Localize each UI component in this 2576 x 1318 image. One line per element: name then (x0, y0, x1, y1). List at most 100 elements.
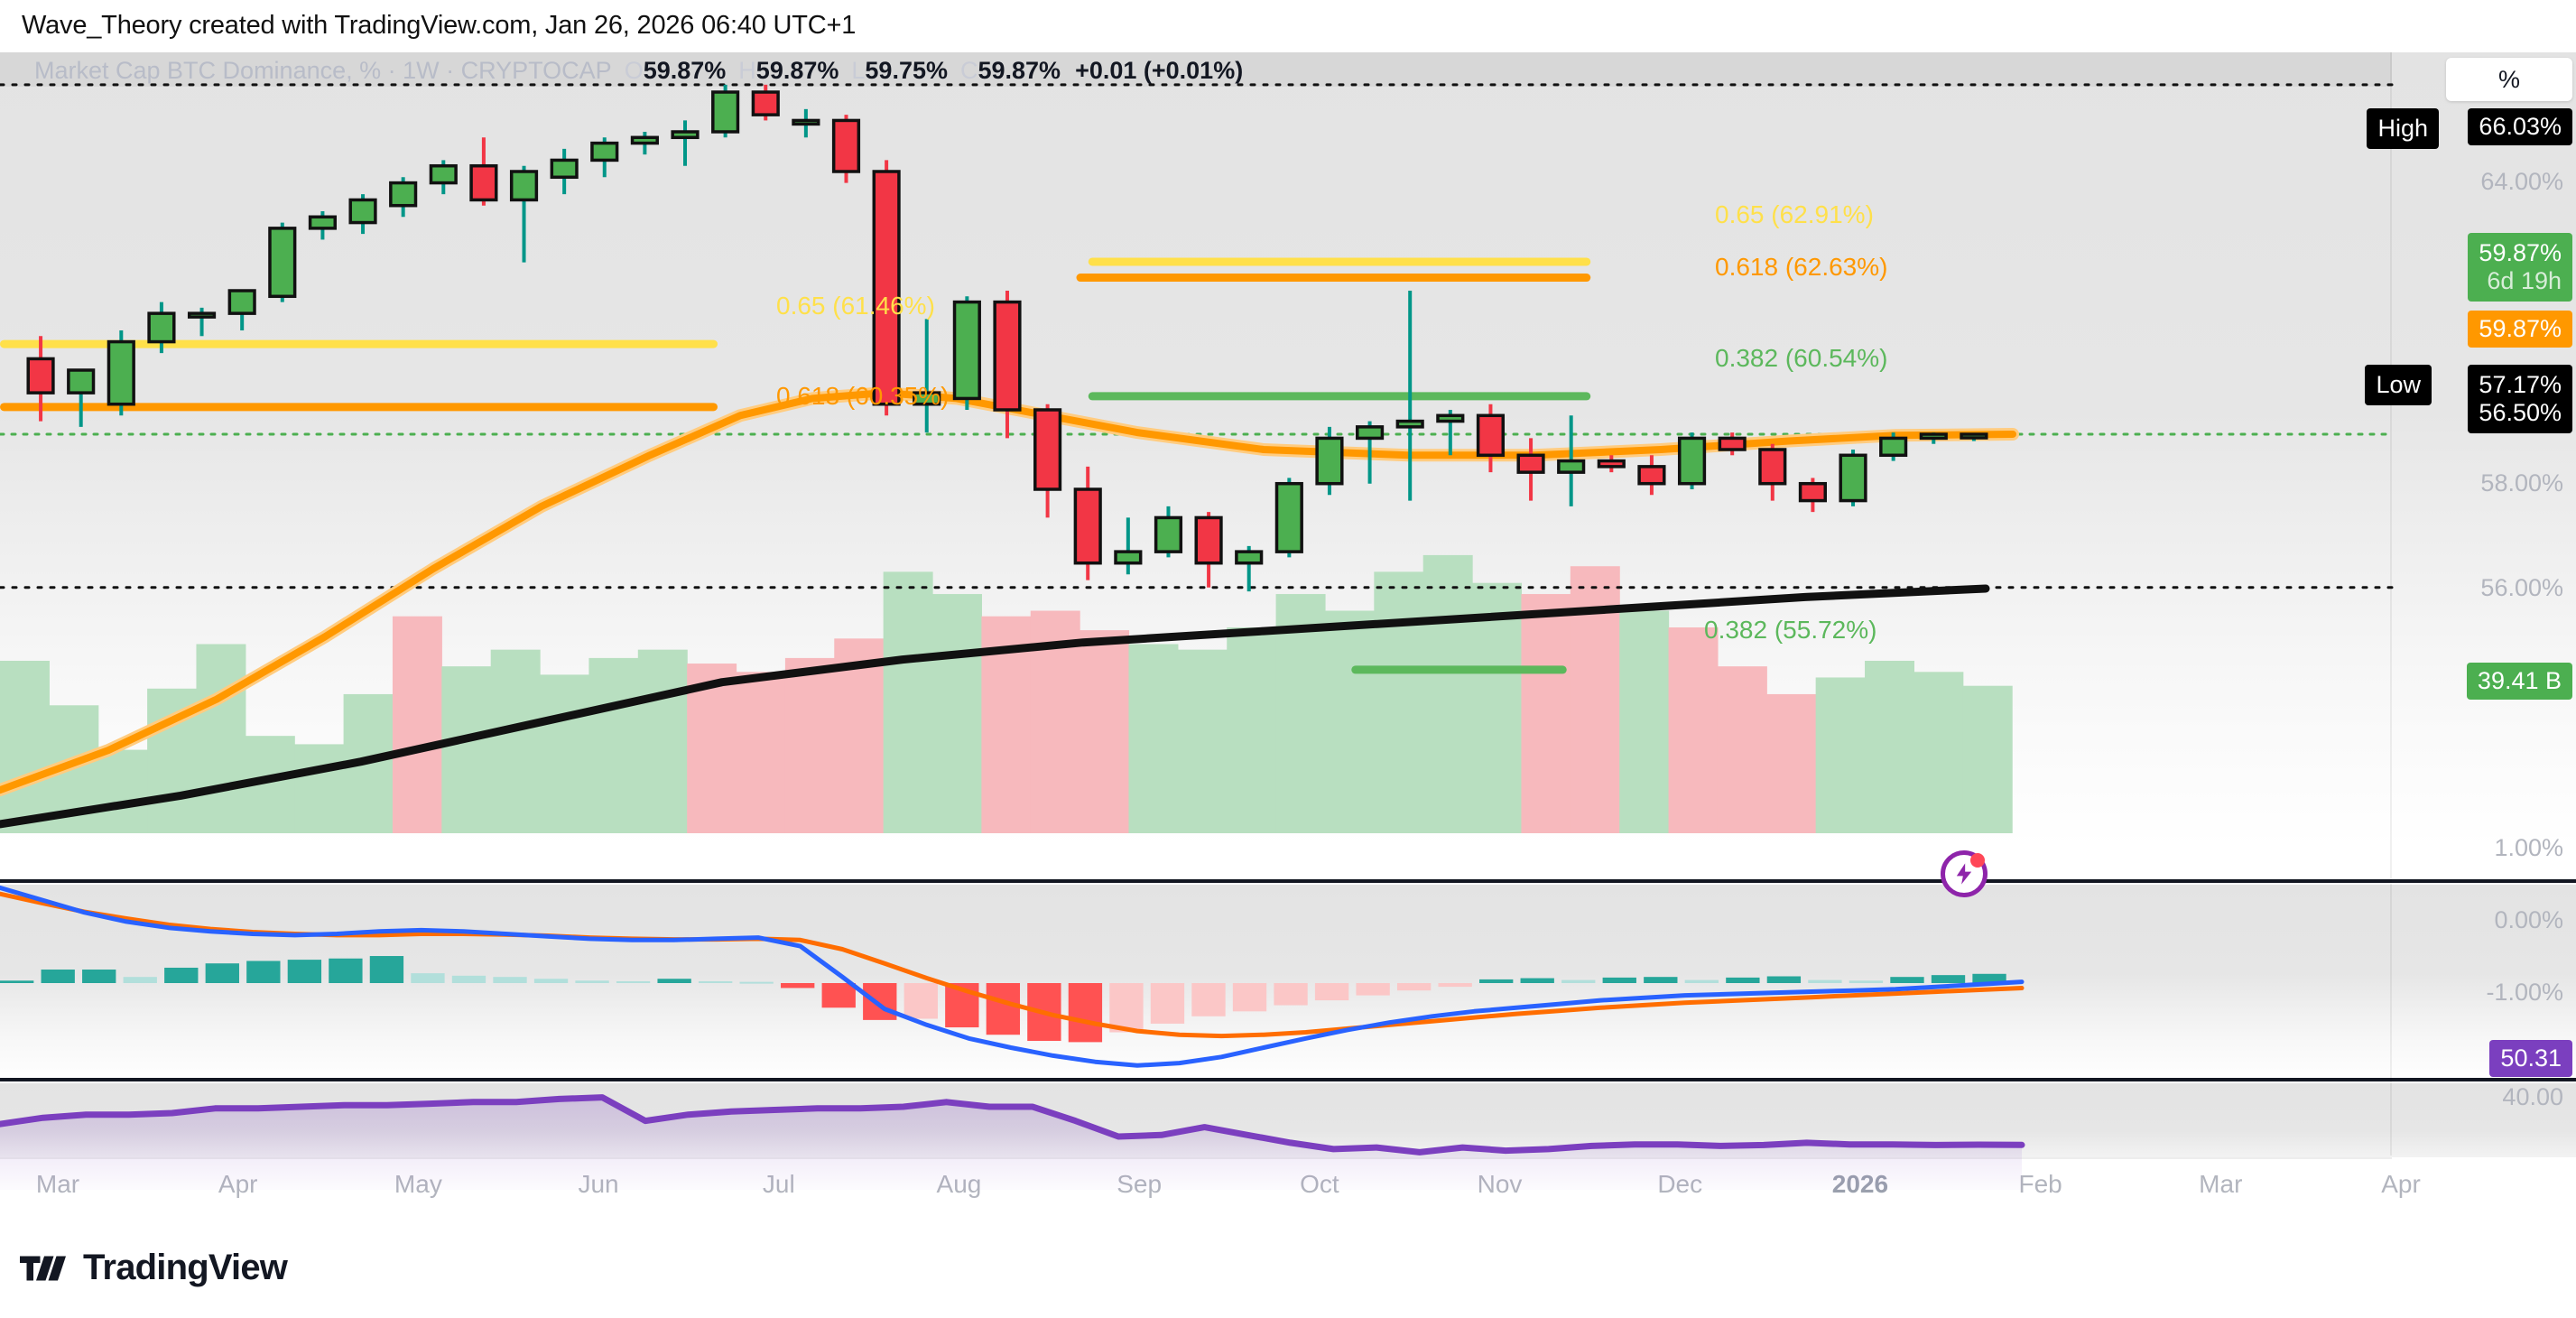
volume-bar (1913, 672, 1964, 833)
fib-level-label: 0.65 (62.91%) (1715, 200, 1874, 228)
macd-pane[interactable] (0, 885, 2576, 1081)
lightning-bolt-icon[interactable] (1941, 850, 1988, 897)
fib-level-line[interactable] (1088, 392, 1591, 401)
price-pane[interactable]: 0.65 (62.91%) 0.618 (62.63%) 0.382 (60.54%… (0, 52, 2576, 847)
fib-level-line[interactable] (0, 339, 718, 348)
macd-histogram-bar (1438, 983, 1472, 988)
candle-body (1476, 413, 1506, 458)
legend-background (0, 52, 2392, 87)
legend-high-value: 59.87% (755, 56, 839, 84)
legend-close-key: C (959, 56, 978, 84)
macd-histogram-bar (903, 983, 938, 1019)
fib-level-line[interactable] (1076, 274, 1591, 283)
candle-body (1235, 550, 1264, 565)
candle-body (993, 300, 1022, 412)
candle-body (509, 170, 539, 202)
price-tick-56: 56.00% (2480, 574, 2563, 601)
macd-histogram-bar (1520, 978, 1554, 983)
macd-histogram-bar (575, 980, 609, 983)
macd-histogram-bar (1356, 983, 1390, 996)
macd-histogram-bar (657, 979, 691, 983)
fib-level-label: 0.382 (60.54%) (1715, 343, 1888, 372)
chart-legend[interactable]: Market Cap BTC Dominance, % · 1W · CRYPT… (34, 54, 1243, 87)
volume-bar (294, 744, 345, 833)
volume-bar (784, 657, 835, 833)
macd-histogram-bar (1972, 973, 2006, 983)
candle-body (1677, 436, 1707, 486)
pane-separator-macd (0, 879, 2576, 883)
time-axis-label: Apr (2381, 1170, 2421, 1198)
candle-body (1798, 481, 1827, 503)
macd-histogram-bar (246, 961, 281, 983)
macd-histogram-bar (1109, 983, 1144, 1033)
legend-low-value: 59.75% (865, 56, 948, 84)
alert-badge-dot (1970, 853, 1985, 868)
volume-bar (97, 749, 148, 833)
macd-histogram-bar (205, 963, 239, 983)
volume-bar (1619, 610, 1670, 833)
volume-bar (540, 674, 590, 833)
macd-histogram-bar (1890, 977, 1924, 983)
volume-bar (1177, 649, 1228, 833)
legend-open-key: O (624, 56, 644, 84)
volume-bar (1324, 610, 1375, 833)
macd-histogram-bar (1849, 980, 1884, 983)
macd-line[interactable] (0, 885, 2025, 1068)
candle-body (872, 170, 901, 406)
candle-body (751, 90, 780, 116)
volume-bar (1080, 630, 1130, 833)
macd-histogram-bar (1191, 983, 1226, 1016)
price-axis-divider (2390, 52, 2392, 1156)
macd-tick-neg1: -1.00% (2486, 979, 2563, 1006)
fib-level-line[interactable] (0, 403, 718, 412)
candle-body (1637, 465, 1666, 486)
candle-body (1758, 448, 1787, 486)
low-price-value-2: 56.50% (2479, 399, 2562, 427)
rsi-line[interactable] (0, 1094, 2025, 1156)
tradingview-wordmark: TradingView (83, 1248, 288, 1287)
candle-body (1516, 453, 1545, 474)
rsi-pane[interactable] (0, 1083, 2576, 1190)
candle-body (1436, 413, 1465, 423)
last-price-value: 59.87% (2479, 239, 2562, 266)
candle-body (1073, 487, 1102, 565)
ma-price-badge: 59.87% (2468, 311, 2572, 348)
tradingview-logo-icon (20, 1256, 66, 1280)
candle-body (67, 368, 96, 394)
macd-histogram-bar (1766, 976, 1802, 983)
candle-body (1033, 408, 1062, 491)
candle-body (1718, 436, 1747, 451)
legend-interval[interactable]: 1W (403, 56, 440, 84)
ma-orange-halo (0, 386, 2019, 797)
macd-series (0, 885, 2025, 1068)
fib-level-line[interactable] (1088, 257, 1591, 266)
ma-black-line[interactable] (0, 584, 1990, 829)
last-price-badge: 59.87% 6d 19h (2468, 233, 2572, 302)
macd-histogram-bar (1602, 977, 1636, 983)
percent-scale-button[interactable]: % (2446, 58, 2572, 101)
fib-level-line[interactable] (1351, 665, 1567, 674)
legend-dot-2: · (439, 56, 461, 84)
fib-level-label: 0.382 (55.72%) (1704, 615, 1877, 644)
price-axis[interactable]: % High 66.03% 64.00% 62.00% 58.00% 56.00… (2365, 52, 2576, 1156)
fib-level-label: 0.65 (61.46%) (776, 292, 935, 320)
legend-symbol[interactable]: Market Cap BTC Dominance, % (34, 56, 382, 84)
candle-body (1194, 515, 1223, 565)
candle-body (711, 90, 740, 134)
time-axis-label: Feb (2018, 1170, 2062, 1198)
macd-histogram-bar (1274, 983, 1308, 1006)
candle-body (1879, 436, 1908, 458)
low-price-value: 57.17% (2479, 371, 2562, 398)
fib-level-label: 0.618 (62.63%) (1715, 252, 1888, 281)
macd-histogram-bar (616, 980, 651, 983)
footer-brand[interactable]: TradingView (20, 1248, 288, 1288)
macd-histogram-bar (821, 983, 856, 1008)
macd-histogram-bar (1314, 983, 1349, 1001)
volume-bar (1766, 693, 1817, 833)
candle-body (429, 163, 458, 185)
candle-body (671, 130, 700, 140)
rsi-tick-40: 40.00 (2502, 1083, 2563, 1110)
macd-histogram-bar (123, 977, 157, 983)
macd-tick-0: 0.00% (2494, 906, 2563, 933)
chart-area[interactable]: 0.65 (62.91%) 0.618 (62.63%) 0.382 (60.54%… (0, 52, 2576, 1190)
